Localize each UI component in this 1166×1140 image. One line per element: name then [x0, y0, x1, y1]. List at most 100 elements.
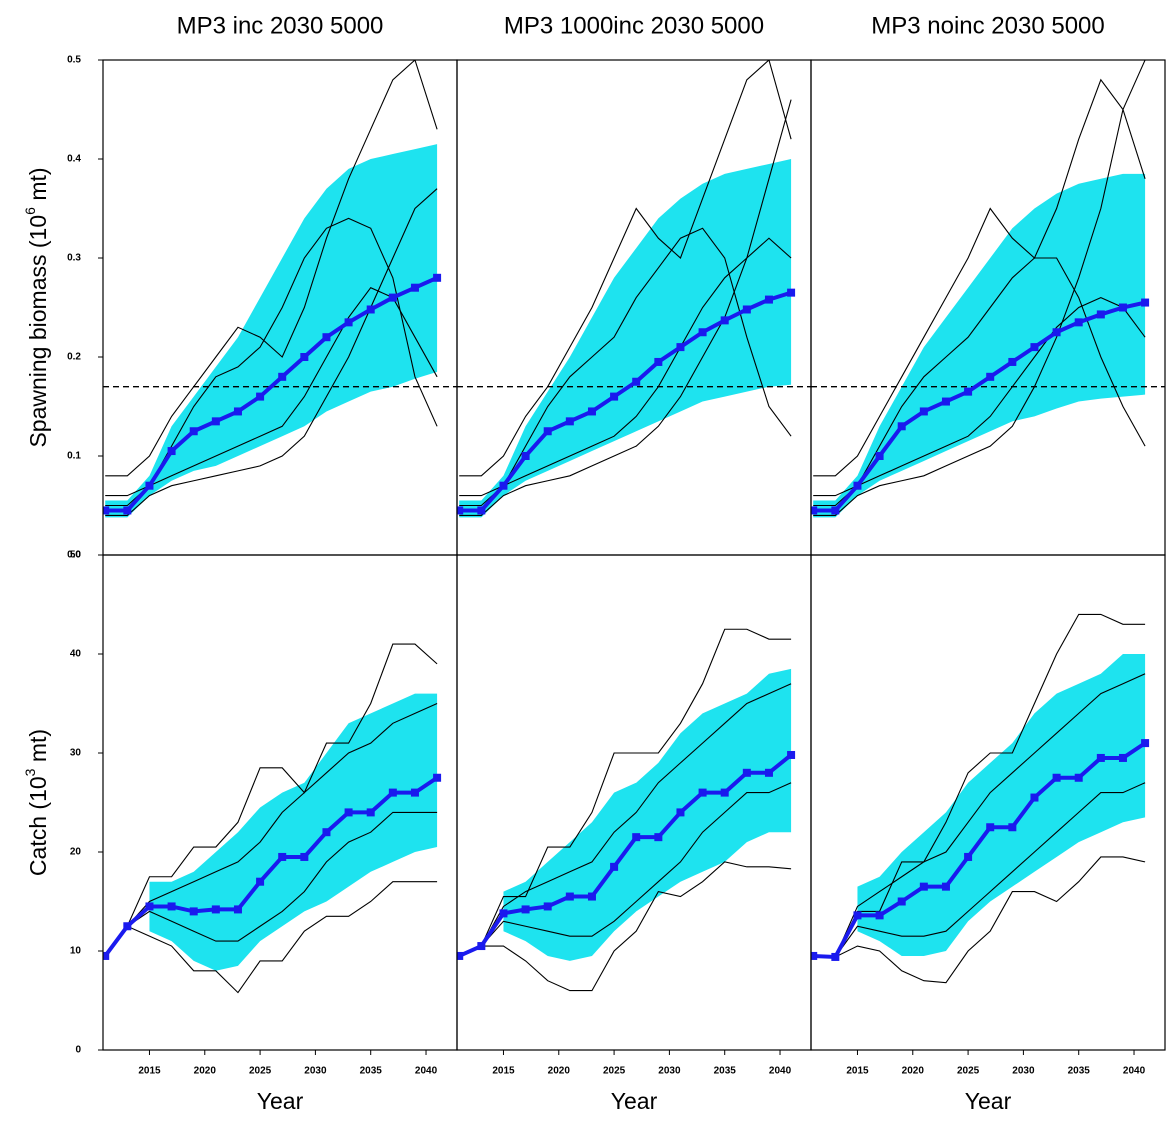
median-point: [875, 452, 884, 460]
panel: [103, 60, 457, 518]
trajectory: [459, 237, 792, 497]
panel: [103, 643, 442, 994]
x-tick-label: 2035: [360, 1066, 383, 1077]
median-point: [1052, 773, 1061, 782]
median-line: [813, 741, 1147, 959]
median-point: [477, 506, 486, 515]
median-point: [167, 902, 176, 911]
y-tick-label: 0.4: [67, 154, 81, 165]
y-axis-label-text: Spawning biomass (10: [25, 215, 51, 448]
median-point: [278, 852, 287, 861]
median-point: [410, 788, 419, 797]
median-point: [233, 905, 242, 914]
median-point: [233, 407, 242, 416]
median-point: [720, 316, 729, 325]
median-line: [458, 753, 793, 958]
median-point: [632, 833, 641, 842]
y-tick-label: 20: [70, 847, 82, 858]
median-point: [853, 911, 862, 920]
x-tick-label: 2040: [415, 1066, 438, 1077]
x-tick-label: 2035: [1068, 1066, 1091, 1077]
panel-title: MP3 noinc 2030 5000: [871, 12, 1105, 39]
median-point: [189, 427, 198, 436]
y-axis-label: Catch (103 mt): [22, 729, 51, 876]
trajectory: [104, 702, 438, 957]
median-point: [565, 892, 574, 901]
median-point: [123, 922, 132, 931]
median-point: [654, 833, 663, 842]
y-tick-label: 0.5: [67, 55, 81, 66]
median-point: [1030, 793, 1039, 802]
median-point: [521, 905, 530, 914]
median-point: [1141, 739, 1150, 748]
x-tick-label: 2020: [548, 1066, 571, 1077]
median-point: [919, 407, 928, 416]
x-axis-label: Year: [965, 1088, 1012, 1114]
median-point: [610, 862, 619, 871]
x-axis-label: Year: [611, 1088, 658, 1114]
median-point: [521, 452, 530, 460]
y-axis-label-tail: mt): [25, 167, 51, 207]
median-point: [1096, 753, 1105, 762]
x-tick-label: 2040: [769, 1066, 792, 1077]
median-point: [1141, 298, 1150, 307]
median-point: [764, 295, 773, 304]
median-point: [457, 951, 464, 960]
x-tick-label: 2015: [138, 1066, 161, 1077]
median-point: [189, 907, 198, 916]
median-point: [145, 481, 154, 490]
median-point: [1118, 303, 1127, 312]
trajectory: [813, 782, 1146, 958]
median-point: [811, 506, 818, 515]
interval-band: [503, 668, 792, 961]
interval-band: [105, 144, 438, 518]
median-line: [103, 776, 439, 958]
y-tick-label: 10: [70, 946, 82, 957]
median-point: [676, 343, 685, 352]
median-point: [986, 372, 995, 381]
median-point: [499, 909, 508, 918]
x-tick-label: 2030: [1012, 1066, 1035, 1077]
trajectory: [105, 188, 438, 516]
median-point: [322, 333, 331, 342]
trajectory: [458, 628, 792, 957]
median-point: [457, 506, 464, 515]
trajectory: [104, 643, 438, 957]
median-point: [919, 882, 928, 891]
trajectory: [813, 257, 1146, 507]
y-tick-label: 40: [70, 649, 82, 660]
median-point: [764, 768, 773, 777]
interval-band: [857, 654, 1146, 956]
median-point: [388, 788, 397, 797]
median-point: [103, 951, 110, 960]
median-point: [831, 506, 840, 515]
y-axis-label: Spawning biomass (106 mt): [22, 167, 51, 447]
trajectory: [459, 227, 792, 507]
median-point: [1074, 318, 1083, 327]
median-point: [676, 808, 685, 817]
median-point: [565, 417, 574, 426]
median-point: [322, 828, 331, 837]
trajectory: [813, 856, 1146, 984]
median-point: [742, 305, 751, 314]
median-point: [720, 788, 729, 797]
median-point: [1008, 823, 1017, 832]
median-point: [256, 392, 265, 401]
median-point: [1096, 310, 1105, 319]
median-point: [410, 283, 419, 292]
median-point: [742, 768, 751, 777]
panel: [457, 60, 811, 518]
median-point: [610, 392, 619, 401]
y-tick-label: 50: [70, 550, 82, 561]
median-point: [300, 353, 309, 361]
median-point: [543, 902, 552, 911]
trajectory: [813, 296, 1146, 497]
x-tick-label: 2025: [957, 1066, 980, 1077]
panel-frame: [810, 554, 1166, 1051]
median-point: [278, 372, 287, 381]
y-axis-label-sup: 6: [22, 207, 38, 215]
median-point: [499, 481, 508, 490]
y-tick-label: 30: [70, 748, 82, 759]
trajectory: [459, 99, 792, 516]
